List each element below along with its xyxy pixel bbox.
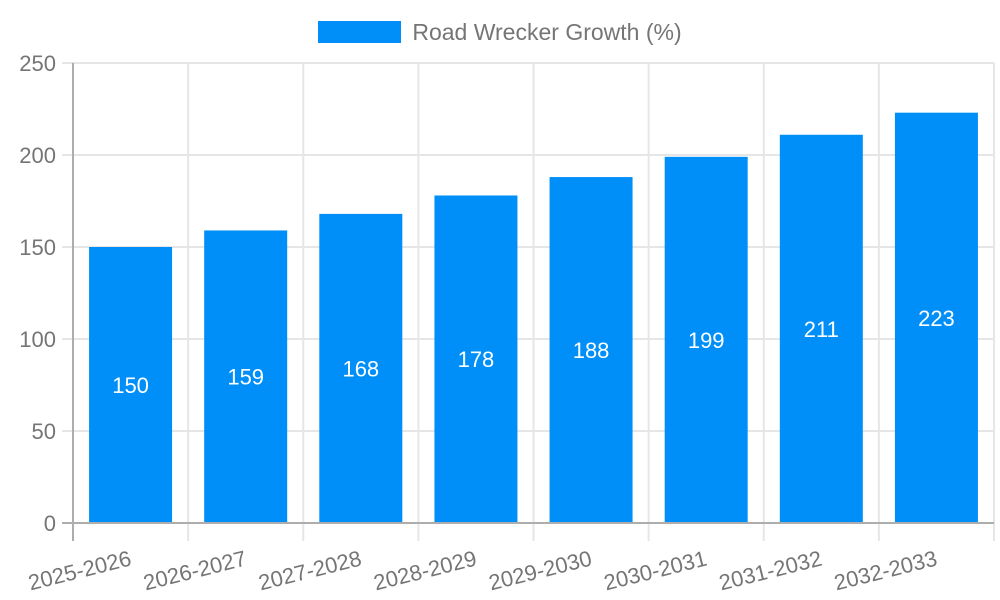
- bar-value-label: 168: [342, 356, 379, 381]
- bar[interactable]: [779, 134, 863, 523]
- bar-value-label: 199: [688, 328, 725, 353]
- y-tick-label: 150: [19, 235, 56, 260]
- legend-swatch: [318, 21, 402, 43]
- bar-value-label: 159: [227, 365, 264, 390]
- bar[interactable]: [894, 112, 978, 524]
- bar[interactable]: [664, 156, 748, 523]
- x-tick-label: 2030-2031: [601, 546, 709, 596]
- y-tick-label: 50: [32, 419, 56, 444]
- y-tick-label: 100: [19, 327, 56, 352]
- x-tick-label: 2029-2030: [486, 546, 594, 596]
- x-tick-label: 2027-2028: [256, 546, 364, 596]
- bar[interactable]: [204, 230, 288, 523]
- bar-value-label: 150: [112, 373, 149, 398]
- y-tick-label: 250: [19, 51, 56, 76]
- legend-label: Road Wrecker Growth (%): [412, 19, 682, 45]
- bar-value-label: 188: [573, 338, 610, 363]
- x-tick-label: 2031-2032: [716, 546, 824, 596]
- x-tick-label: 2026-2027: [141, 546, 249, 596]
- bar[interactable]: [434, 195, 518, 524]
- y-tick-label: 0: [44, 511, 56, 536]
- bar-value-label: 211: [804, 317, 839, 342]
- bar[interactable]: [89, 247, 173, 523]
- bar-value-label: 178: [458, 347, 495, 372]
- bar[interactable]: [319, 213, 403, 523]
- y-tick-label: 200: [19, 143, 56, 168]
- bar[interactable]: [549, 177, 633, 523]
- x-tick-label: 2032-2033: [832, 546, 940, 596]
- bar-value-label: 223: [918, 306, 955, 331]
- legend-item[interactable]: Road Wrecker Growth (%): [0, 19, 1000, 45]
- x-tick-label: 2028-2029: [371, 546, 479, 596]
- x-tick-label: 2025-2026: [26, 546, 134, 596]
